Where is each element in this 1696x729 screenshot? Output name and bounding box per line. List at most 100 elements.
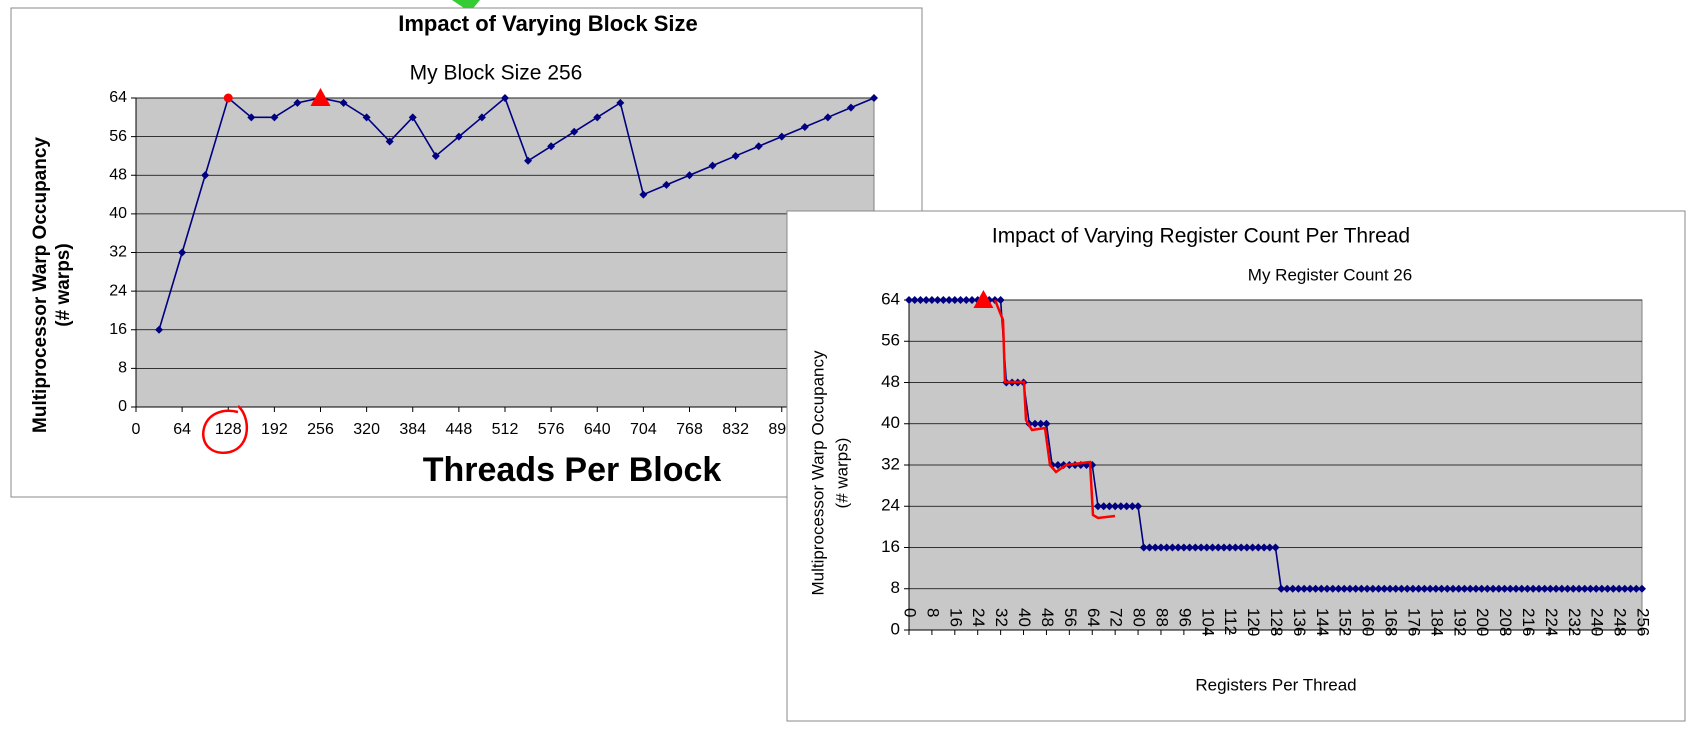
y-tick-label: 8: [891, 578, 900, 597]
y-tick-label: 32: [881, 454, 900, 473]
data-point: [1420, 584, 1429, 593]
x-tick-label: 80: [1130, 608, 1149, 627]
data-point: [945, 296, 954, 304]
data-point: [1603, 584, 1612, 593]
data-point: [1237, 543, 1246, 552]
x-tick-label: 112: [1221, 608, 1240, 635]
x-tick-label: 0: [901, 608, 920, 617]
data-point: [962, 296, 971, 304]
data-point: [967, 296, 976, 304]
x-tick-label: 144: [1313, 608, 1332, 636]
data-point: [1197, 543, 1206, 552]
data-point: [1586, 584, 1595, 593]
data-point: [1185, 543, 1194, 552]
data-point: [270, 113, 279, 122]
data-point: [1391, 584, 1400, 593]
data-point: [1540, 584, 1549, 593]
data-point: [1609, 584, 1618, 593]
data-point: [1305, 584, 1314, 593]
y-tick-label: 0: [118, 398, 127, 415]
data-point: [1374, 584, 1383, 593]
x-tick-label: 72: [1107, 608, 1126, 627]
data-point: [1242, 543, 1251, 552]
data-point: [1460, 584, 1469, 593]
data-point: [1615, 584, 1624, 593]
y-tick-label: 8: [118, 360, 127, 377]
y-tick-label: 48: [109, 166, 127, 183]
data-point: [570, 127, 579, 136]
x-axis-label: Registers Per Thread: [1195, 675, 1356, 694]
data-point: [1632, 584, 1641, 593]
data-point: [339, 98, 348, 107]
x-tick-label: 104: [1198, 608, 1217, 636]
data-point: [1139, 543, 1148, 552]
y-axis-label: Multiprocessor Warp Occupancy: [30, 137, 51, 433]
data-point: [1563, 584, 1572, 593]
data-point: [1122, 502, 1131, 511]
y-tick-label: 56: [881, 331, 900, 350]
data-point: [1626, 584, 1635, 593]
y-tick-label: 0: [891, 619, 900, 638]
data-point: [1449, 584, 1458, 593]
data-point: [1403, 584, 1412, 593]
data-point: [201, 171, 210, 180]
y-axis-label: (# warps): [53, 243, 74, 326]
data-point: [1214, 543, 1223, 552]
x-tick-label: 200: [1473, 608, 1492, 636]
x-tick-label: 768: [676, 421, 703, 438]
data-point: [1483, 584, 1492, 593]
x-tick-label: 192: [261, 421, 288, 438]
data-point: [1162, 543, 1171, 552]
data-point: [1323, 584, 1332, 593]
data-point: [1431, 584, 1440, 593]
data-point: [1111, 502, 1120, 511]
data-point: [1288, 584, 1297, 593]
data-point: [1042, 419, 1051, 428]
chart-title: Impact of Varying Register Count Per Thr…: [992, 225, 1410, 248]
data-point: [1260, 543, 1269, 552]
highlight-triangle: [973, 290, 994, 308]
data-point: [800, 122, 809, 131]
x-tick-label: 184: [1427, 608, 1446, 636]
data-point: [1271, 543, 1280, 552]
y-tick-label: 56: [109, 128, 127, 145]
data-point: [616, 98, 625, 107]
data-point: [1145, 543, 1154, 552]
x-tick-label: 256: [307, 421, 334, 438]
data-point: [247, 113, 256, 122]
x-tick-label: 88: [1152, 608, 1171, 627]
data-point: [524, 156, 533, 165]
data-point: [1294, 584, 1303, 593]
data-point: [1443, 584, 1452, 593]
data-point: [1408, 584, 1417, 593]
data-point: [1328, 584, 1337, 593]
data-point: [1489, 584, 1498, 593]
y-axis-label: Multiprocessor Warp Occupancy: [808, 350, 827, 596]
data-point: [1575, 584, 1584, 593]
data-point: [477, 113, 486, 122]
data-point: [1368, 584, 1377, 593]
hand-line: [993, 299, 1116, 520]
x-tick-label: 176: [1404, 608, 1423, 636]
chart-title: Impact of Varying Block Size: [398, 11, 698, 36]
data-point: [1116, 502, 1125, 511]
data-point: [777, 132, 786, 141]
y-tick-label: 64: [109, 89, 127, 106]
data-point: [1265, 543, 1274, 552]
data-point: [1128, 502, 1137, 511]
data-point: [1386, 584, 1395, 593]
register-chart: Impact of Varying Register Count Per Thr…: [786, 210, 1686, 722]
highlight-triangle: [310, 88, 331, 106]
data-line: [158, 96, 875, 330]
x-tick-label: 704: [630, 421, 657, 438]
data-point: [1477, 584, 1486, 593]
x-tick-label: 40: [1015, 608, 1034, 627]
y-tick-label: 24: [109, 282, 127, 299]
data-point: [1534, 584, 1543, 593]
data-point: [1638, 584, 1646, 593]
y-tick-label: 24: [881, 496, 900, 515]
data-point: [431, 151, 440, 160]
x-tick-label: 128: [1267, 608, 1286, 636]
data-point: [178, 248, 187, 257]
